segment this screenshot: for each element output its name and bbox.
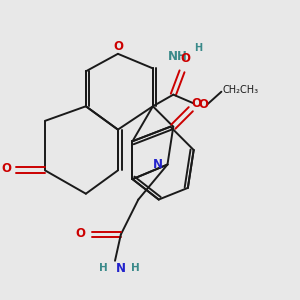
Text: O: O <box>76 226 86 240</box>
Text: O: O <box>2 162 11 176</box>
Text: H: H <box>131 263 140 273</box>
Text: O: O <box>113 40 123 53</box>
Text: N: N <box>153 158 163 171</box>
Text: H: H <box>194 43 202 53</box>
Text: NH: NH <box>167 50 187 63</box>
Text: CH₂CH₃: CH₂CH₃ <box>223 85 259 95</box>
Text: O: O <box>198 98 208 111</box>
Text: H: H <box>99 263 108 273</box>
Text: N: N <box>116 262 126 275</box>
Text: O: O <box>180 52 190 65</box>
Text: O: O <box>192 97 202 110</box>
